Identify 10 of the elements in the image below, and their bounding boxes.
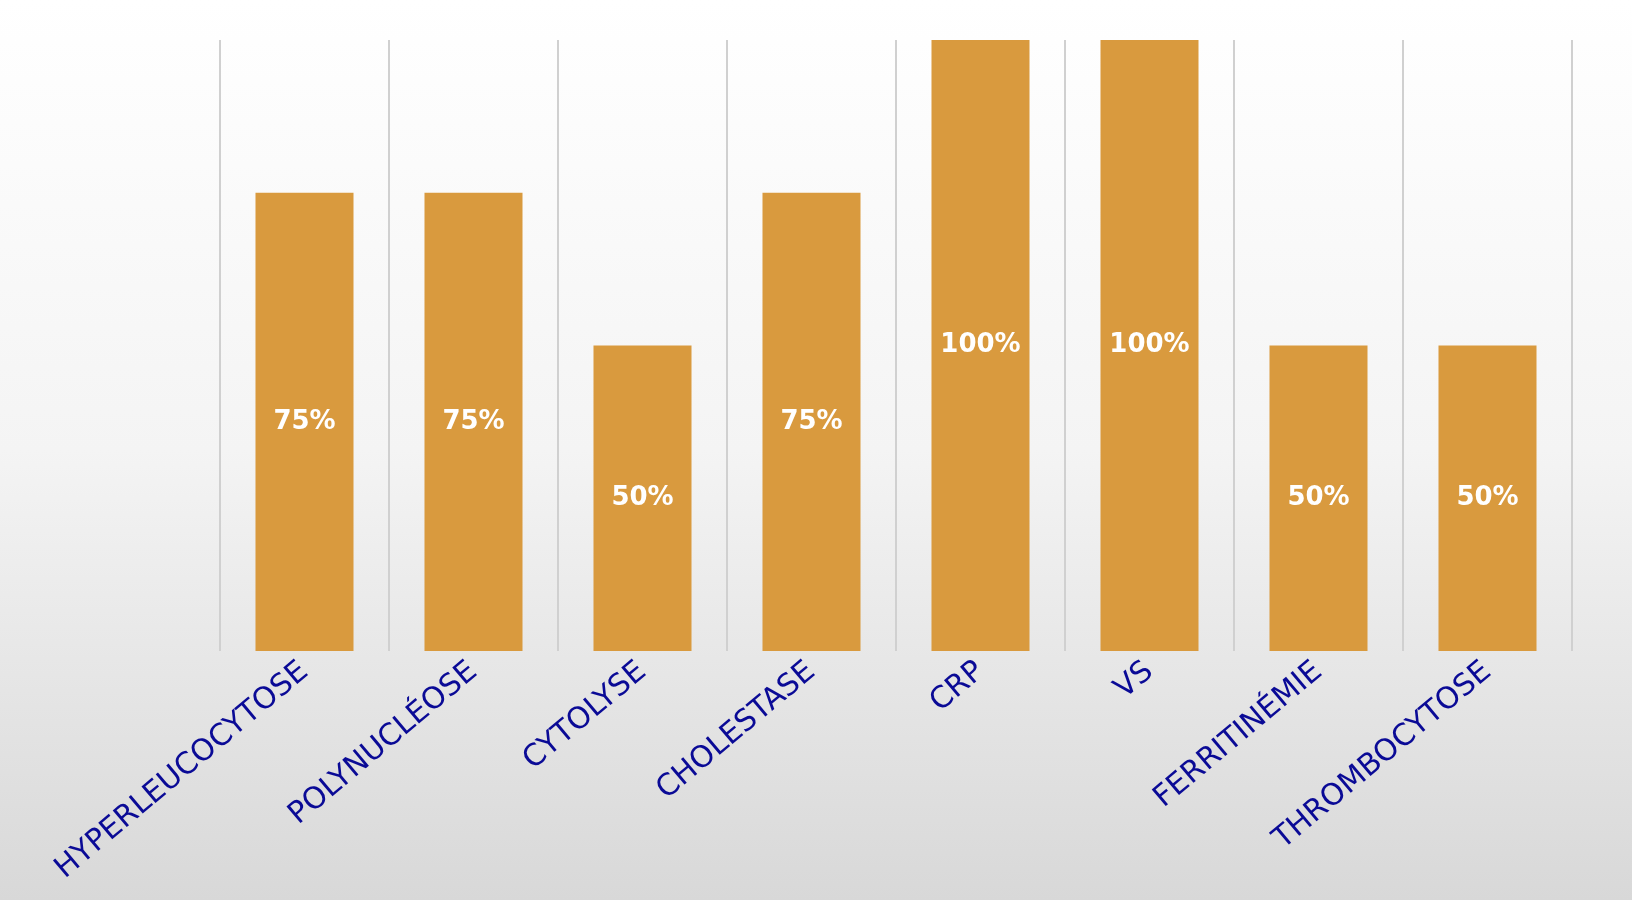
data-label: 50% (1456, 480, 1519, 511)
data-label: 50% (1287, 480, 1350, 511)
data-label: 50% (611, 480, 674, 511)
data-label: 100% (1109, 328, 1190, 359)
data-label: 75% (273, 404, 336, 435)
data-label: 75% (780, 404, 843, 435)
data-label: 75% (442, 404, 505, 435)
x-tick-label: VS (1106, 652, 1160, 705)
x-tick-label: CRP (921, 652, 991, 718)
data-label: 100% (940, 328, 1021, 359)
